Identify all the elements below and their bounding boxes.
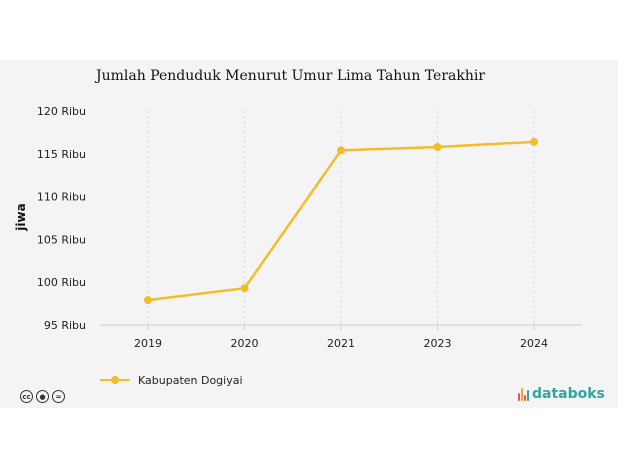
x-tick-label: 2020 xyxy=(231,337,259,350)
cc-icon: cc xyxy=(20,390,33,403)
legend-label: Kabupaten Dogiyai xyxy=(138,373,243,387)
y-tick-label: 115 Ribu xyxy=(37,148,86,161)
y-tick-label: 110 Ribu xyxy=(37,191,86,204)
x-tick-label: 2021 xyxy=(327,337,355,350)
chart-card xyxy=(0,60,618,408)
y-tick-label: 105 Ribu xyxy=(37,233,86,246)
x-tick-label: 2019 xyxy=(134,337,162,350)
databoks-logo[interactable]: databoks xyxy=(518,386,605,402)
x-tick-labels: 2019 2020 2021 2023 2024 xyxy=(134,325,548,350)
legend-swatch xyxy=(100,374,130,386)
data-points xyxy=(144,137,538,305)
databoks-mark-icon xyxy=(518,387,529,401)
chart-title: Jumlah Penduduk Menurut Umur Lima Tahun … xyxy=(96,68,486,84)
nd-icon: = xyxy=(52,390,65,403)
data-point-2023 xyxy=(433,142,442,151)
by-icon: ● xyxy=(36,390,49,403)
y-tick-label: 100 Ribu xyxy=(37,276,86,289)
brand-name: databoks xyxy=(532,386,605,402)
data-point-2019 xyxy=(144,296,152,305)
x-tick-label: 2024 xyxy=(520,337,548,350)
data-point-2021 xyxy=(337,146,345,155)
license-icons[interactable]: cc ● = xyxy=(20,390,65,403)
legend-marker xyxy=(111,376,119,384)
y-tick-labels: 95 Ribu 100 Ribu 105 Ribu 110 Ribu 115 Ribu 1… xyxy=(37,105,86,332)
x-tick-label: 2023 xyxy=(424,337,452,350)
y-axis-title: jiwa xyxy=(14,203,28,231)
data-point-2020 xyxy=(240,284,249,293)
y-tick-label: 95 Ribu xyxy=(44,319,86,332)
y-tick-label: 120 Ribu xyxy=(37,105,86,118)
data-point-2024 xyxy=(530,137,538,146)
legend[interactable]: Kabupaten Dogiyai xyxy=(100,372,243,388)
